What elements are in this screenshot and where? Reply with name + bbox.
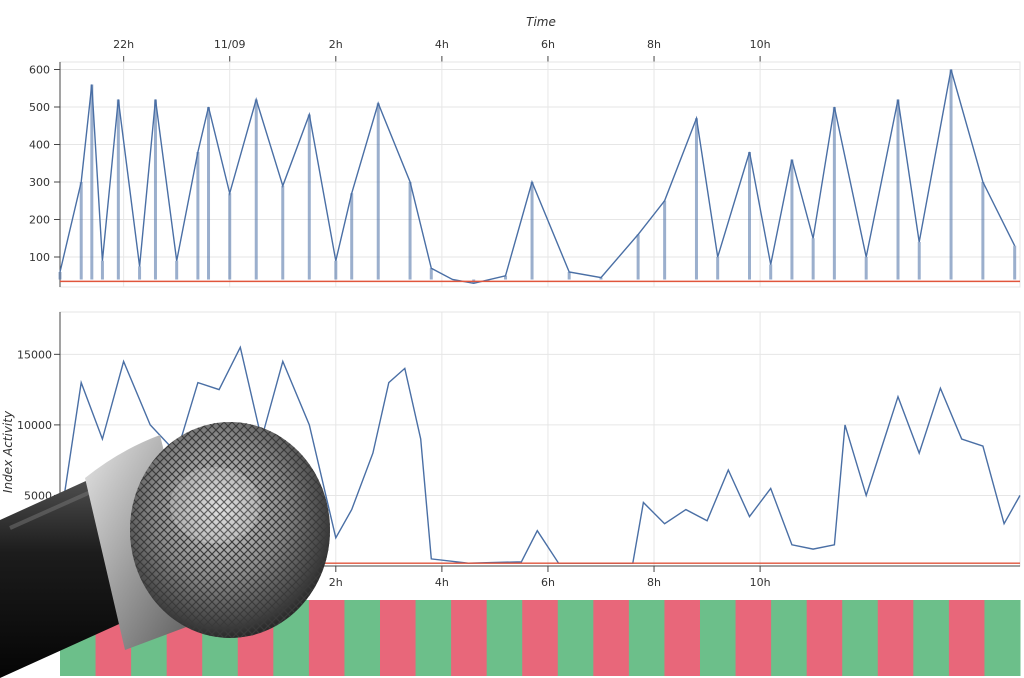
state-segment-inactive bbox=[557, 600, 594, 676]
x-tick-label: 2h bbox=[329, 576, 343, 589]
state-segment-inactive bbox=[700, 600, 737, 676]
x-tick-label: 22h bbox=[113, 38, 134, 51]
state-segment-inactive bbox=[771, 600, 808, 676]
y-tick-label: 10000 bbox=[17, 419, 52, 432]
state-segment-inactive bbox=[628, 600, 665, 676]
y-tick-label: 600 bbox=[29, 64, 50, 77]
state-segment-inactive bbox=[842, 600, 879, 676]
x-tick-label: 6h bbox=[541, 38, 555, 51]
state-segment-inactive bbox=[415, 600, 452, 676]
y-tick-label: 5000 bbox=[24, 489, 52, 502]
x-tick-label: 2h bbox=[329, 38, 343, 51]
y-tick-label: 400 bbox=[29, 139, 50, 152]
series-line bbox=[59, 345, 1021, 564]
state-segment-inactive bbox=[486, 600, 523, 676]
y-tick-label: 200 bbox=[29, 214, 50, 227]
x-tick-label: 4h bbox=[435, 38, 449, 51]
state-segment-active bbox=[664, 600, 701, 676]
x-tick-label: 10h bbox=[750, 38, 771, 51]
top-grid bbox=[60, 62, 1020, 287]
x-tick-label: 8h bbox=[647, 38, 661, 51]
state-segment-active bbox=[877, 600, 914, 676]
y-axis-title: Index Activity bbox=[1, 410, 15, 493]
y-tick-label: 300 bbox=[29, 176, 50, 189]
state-segment-active bbox=[308, 600, 345, 676]
y-tick-label: 15000 bbox=[17, 348, 52, 361]
microphone-icon bbox=[0, 422, 330, 678]
x-tick-label: 10h bbox=[750, 576, 771, 589]
x-tick-label: 11/09 bbox=[214, 38, 246, 51]
x-tick-label: 8h bbox=[647, 576, 661, 589]
state-segment-inactive bbox=[913, 600, 950, 676]
x-tick-label: 6h bbox=[541, 576, 555, 589]
y-tick-label: 100 bbox=[29, 251, 50, 264]
top-series bbox=[58, 69, 1020, 285]
state-segment-active bbox=[522, 600, 559, 676]
bottom-y-ticks: 5000 10000 15000 bbox=[17, 312, 61, 566]
top-x-ticks: 22h 11/09 2h 4h 6h 8h 10h bbox=[60, 38, 1020, 63]
x-tick-label: 4h bbox=[435, 576, 449, 589]
state-segment-active bbox=[380, 600, 417, 676]
state-segment-active bbox=[735, 600, 772, 676]
state-segment-active bbox=[948, 600, 985, 676]
state-segment-active bbox=[451, 600, 488, 676]
state-segment-inactive bbox=[984, 600, 1021, 676]
y-tick-label: 500 bbox=[29, 101, 50, 114]
state-segment-inactive bbox=[344, 600, 381, 676]
top-plot-area bbox=[59, 61, 1021, 288]
state-segment-active bbox=[806, 600, 843, 676]
top-y-ticks: 100 200 300 400 500 600 bbox=[29, 62, 61, 287]
x-axis-title: Time bbox=[526, 15, 556, 29]
state-segment-active bbox=[593, 600, 630, 676]
